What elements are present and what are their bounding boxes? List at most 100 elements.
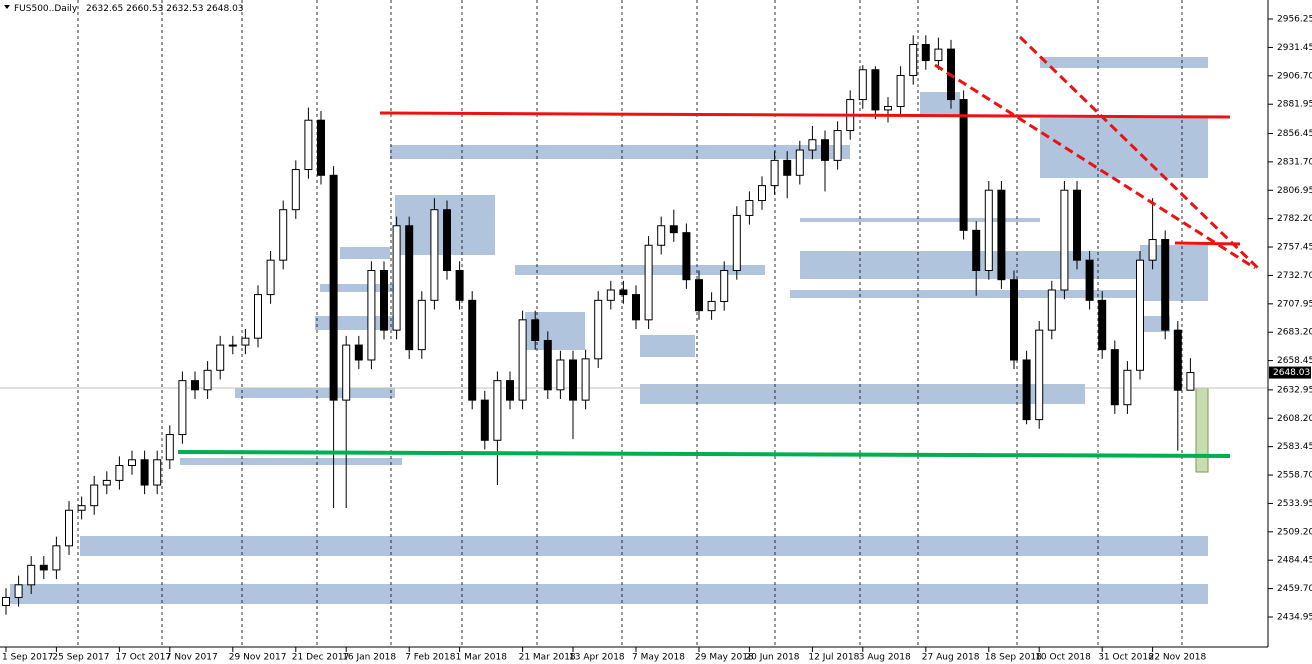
candle-body [682, 232, 691, 281]
candle-body [430, 209, 439, 301]
candle-body [153, 459, 162, 486]
candle-body [581, 358, 590, 401]
candle-body [417, 299, 426, 351]
candle-body [90, 484, 99, 507]
candle-body [758, 185, 766, 202]
y-tick-label: 2806.95 [1277, 186, 1312, 196]
candle-body [632, 294, 640, 321]
candle-body [1110, 349, 1119, 406]
candle-body [1035, 329, 1044, 421]
candle-body [493, 380, 502, 441]
x-tick-label: 18 Sep 2018 [985, 653, 1042, 663]
candle-body [1060, 189, 1069, 291]
candle-body [291, 169, 300, 211]
target-box [1195, 387, 1209, 473]
x-tick-label: 7 Feb 2018 [405, 653, 456, 663]
resistance-line [1174, 241, 1241, 246]
candle-body [745, 200, 754, 216]
candle-body [266, 259, 275, 296]
candle-body [518, 319, 527, 401]
x-tick-label: 21 Mar 2018 [519, 653, 576, 663]
header-arrow [4, 5, 10, 9]
candle-body [2, 596, 10, 606]
y-tick-label: 2732.70 [1277, 271, 1312, 281]
candle-body [115, 465, 124, 481]
candle-body [191, 380, 199, 391]
candle-body [657, 225, 666, 246]
x-tick-label: 7 Nov 2017 [166, 653, 218, 663]
candle-body [972, 229, 981, 272]
x-tick-label: 25 Sep 2017 [52, 653, 109, 663]
candle-body [556, 359, 565, 391]
y-tick-label: 2707.95 [1277, 299, 1312, 309]
y-tick-label: 2906.70 [1277, 71, 1312, 81]
y-tick-label: 2658.45 [1277, 356, 1312, 366]
zone [640, 384, 1085, 404]
candle-body [468, 299, 477, 401]
candle-body [1186, 372, 1195, 391]
zone [10, 584, 1208, 604]
candle-body [216, 344, 225, 371]
candle-body [178, 380, 187, 436]
candle-body [455, 270, 464, 301]
candle-body [506, 380, 514, 401]
header-high: 2660.53 [126, 4, 163, 14]
y-tick-label: 2683.20 [1277, 328, 1312, 338]
candle-body [443, 209, 451, 272]
y-tick-label: 2484.45 [1277, 556, 1312, 566]
candle-body [1148, 239, 1157, 261]
candle-body [279, 209, 288, 261]
candle-body [342, 344, 351, 401]
y-tick-label: 2881.95 [1277, 100, 1312, 110]
candle-body [367, 270, 376, 361]
candle-body [1047, 289, 1056, 331]
candle-body [934, 48, 943, 62]
candle-body [1136, 259, 1144, 371]
header-close: 2648.03 [206, 4, 243, 14]
x-tick-label: 12 Jul 2018 [808, 653, 859, 663]
support-line [177, 450, 1231, 458]
candle-body [619, 289, 628, 296]
axes: 2956.25 2931.45 2906.70 2881.95 2856.45 2831.… [2, 14, 1312, 662]
candle-body [770, 159, 779, 187]
candle-body [669, 225, 678, 234]
candle-body [354, 344, 363, 361]
y-tick-label: 2608.20 [1277, 414, 1312, 424]
x-tick-label: 1 Sep 2017 [2, 653, 53, 663]
drawings [177, 35, 1262, 458]
candle-body [732, 214, 741, 272]
candle-body [480, 399, 489, 441]
candle-body [380, 270, 388, 331]
header: FUS500..Daily 2632.65 2660.53 2632.53 26… [14, 4, 244, 14]
zone [80, 536, 1208, 556]
candle-body [102, 479, 111, 486]
candle-body [304, 119, 313, 171]
candle-body [228, 344, 237, 347]
x-tick-label: 13 Apr 2018 [569, 653, 625, 663]
candle-body [569, 359, 577, 401]
candle-body [1123, 369, 1132, 406]
candle-body [795, 149, 804, 176]
y-tick-label: 2931.45 [1277, 43, 1312, 53]
candle-body [531, 319, 540, 341]
candle-body [1098, 299, 1107, 351]
candle-body [65, 509, 73, 547]
zone [640, 335, 695, 357]
candle-body [1022, 359, 1031, 421]
y-tick-label: 2533.95 [1277, 499, 1312, 509]
candle-body [77, 505, 86, 511]
candle-body [405, 225, 414, 351]
candle-body [821, 139, 829, 161]
header-low: 2632.53 [166, 4, 203, 14]
y-tick-label: 2956.25 [1277, 14, 1312, 24]
candle-body [808, 139, 817, 151]
candle-body [606, 289, 615, 301]
y-tick-label: 2757.45 [1277, 243, 1312, 253]
candle-body [871, 69, 880, 111]
zone [235, 388, 395, 398]
candle-body [783, 159, 792, 176]
zone [180, 458, 402, 465]
zone [340, 247, 390, 259]
candle-body [909, 44, 918, 76]
